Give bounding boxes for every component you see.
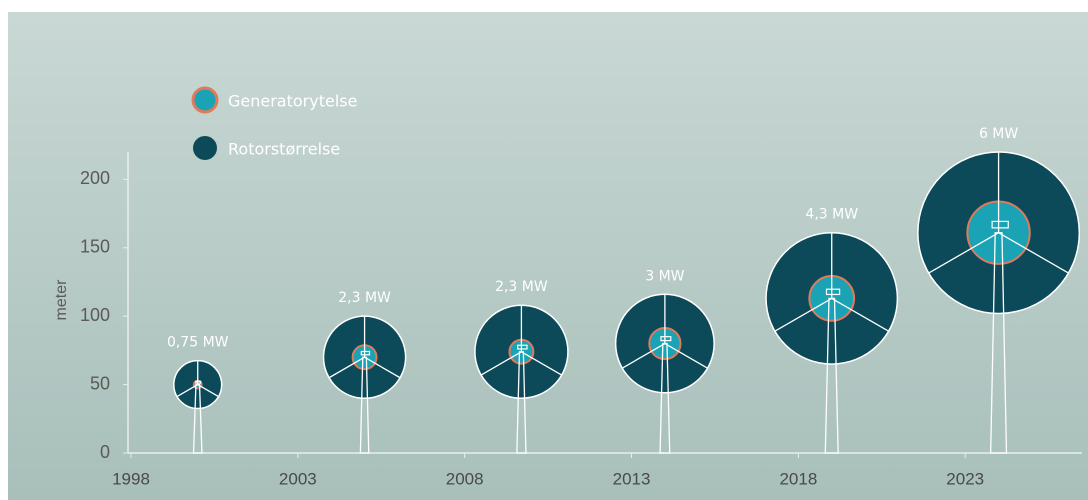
nacelle xyxy=(825,288,841,296)
x-tick-label: 2018 xyxy=(779,469,817,488)
capacity-label: 3 MW xyxy=(645,268,684,284)
blade xyxy=(621,342,666,369)
capacity-label: 2,3 MW xyxy=(338,290,391,306)
blade xyxy=(197,384,219,398)
blade xyxy=(328,356,365,379)
capacity-label: 2,3 MW xyxy=(495,279,548,295)
nacelle xyxy=(517,344,528,350)
blade xyxy=(998,232,1069,274)
y-tick-label: 150 xyxy=(80,237,110,257)
blade xyxy=(176,384,199,398)
legend-marker xyxy=(191,86,219,114)
x-tick-label: 1998 xyxy=(112,469,150,488)
y-tick-label: 200 xyxy=(80,168,110,188)
legend: Generatorytelse Rotorstørrelse xyxy=(191,86,357,160)
blade xyxy=(774,297,833,332)
y-tick-label: 0 xyxy=(100,442,110,462)
legend-label: Generatorytelse xyxy=(228,92,357,111)
capacity-label: 0,75 MW xyxy=(167,335,229,351)
capacity-label: 6 MW xyxy=(979,126,1018,142)
nacelle xyxy=(660,336,672,342)
capacity-label: 4,3 MW xyxy=(805,207,858,223)
blade xyxy=(928,232,999,274)
blade xyxy=(364,356,401,379)
x-tick-label: 2008 xyxy=(446,469,484,488)
blade xyxy=(831,297,889,332)
blade xyxy=(664,342,708,369)
y-tick-label: 50 xyxy=(90,373,110,393)
nacelle xyxy=(360,350,371,356)
blade xyxy=(521,351,563,376)
x-tick-label: 2013 xyxy=(613,469,651,488)
y-axis-label: meter xyxy=(53,279,70,321)
nacelle xyxy=(195,380,202,384)
nacelle xyxy=(991,220,1009,229)
blade xyxy=(480,351,522,376)
background xyxy=(8,12,1088,500)
x-tick-label: 2023 xyxy=(946,469,984,488)
legend-label: Rotorstørrelse xyxy=(228,140,340,159)
y-tick-label: 100 xyxy=(80,305,110,325)
legend-marker xyxy=(193,136,217,160)
x-tick-label: 2003 xyxy=(279,469,317,488)
